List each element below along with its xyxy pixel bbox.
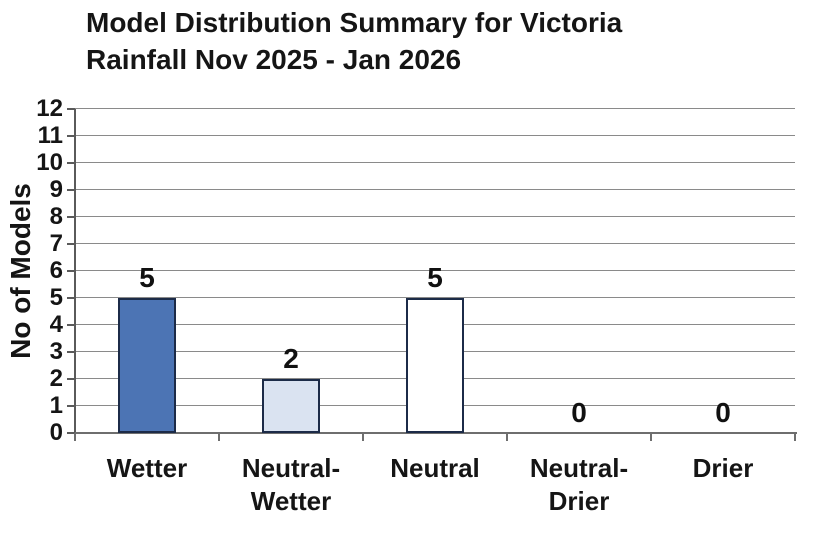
y-axis-tick-label: 12 bbox=[36, 95, 63, 122]
bar-neutral bbox=[406, 298, 464, 433]
y-axis-tick bbox=[67, 432, 75, 434]
y-axis-tick-label: 7 bbox=[49, 230, 63, 257]
y-axis-tick-label: 10 bbox=[36, 149, 63, 176]
x-axis-tick bbox=[506, 433, 508, 441]
x-axis-category-label: Neutral-Drier bbox=[529, 453, 629, 516]
y-axis-tick bbox=[67, 162, 75, 164]
gridline bbox=[75, 297, 795, 298]
data-label: 0 bbox=[715, 397, 731, 428]
data-label: 5 bbox=[139, 262, 155, 293]
y-axis-tick-label: 11 bbox=[37, 122, 63, 149]
y-axis-tick-label: 5 bbox=[49, 284, 63, 311]
y-axis-tick-label: 8 bbox=[49, 203, 63, 230]
bar-wetter bbox=[118, 298, 176, 433]
gridline bbox=[75, 162, 795, 163]
chart-title: Model Distribution Summary for Victoria … bbox=[86, 4, 622, 78]
gridline bbox=[75, 108, 795, 109]
x-axis-line bbox=[75, 432, 797, 434]
x-axis-tick bbox=[74, 433, 76, 441]
gridline bbox=[75, 270, 795, 271]
y-axis-tick-label: 4 bbox=[49, 311, 63, 338]
bar-neutral-wetter bbox=[262, 379, 320, 433]
chart-title-line1: Model Distribution Summary for Victoria bbox=[86, 7, 623, 38]
y-axis-tick-label: 3 bbox=[49, 338, 63, 365]
y-axis-tick bbox=[67, 405, 75, 407]
data-label: 0 bbox=[571, 397, 587, 428]
x-axis-category-label: Wetter bbox=[106, 453, 188, 483]
x-axis-tick bbox=[218, 433, 220, 441]
x-axis-category-label: Drier bbox=[692, 453, 754, 483]
data-label: 2 bbox=[283, 343, 299, 374]
data-label: 5 bbox=[427, 262, 443, 293]
y-axis-tick-label: 9 bbox=[49, 176, 63, 203]
x-axis-category-label: Neutral bbox=[390, 453, 480, 483]
y-axis-tick-label: 2 bbox=[49, 365, 63, 392]
x-axis-tick bbox=[794, 433, 796, 441]
chart-title-line2: Rainfall Nov 2025 - Jan 2026 bbox=[86, 44, 462, 75]
y-axis-tick bbox=[67, 297, 75, 299]
y-axis-line bbox=[74, 109, 76, 433]
gridline bbox=[75, 189, 795, 190]
x-axis-tick bbox=[362, 433, 364, 441]
y-axis-tick-label: 6 bbox=[49, 257, 63, 284]
x-axis-tick bbox=[650, 433, 652, 441]
y-axis-tick bbox=[67, 216, 75, 218]
y-axis-tick bbox=[67, 351, 75, 353]
y-axis-tick bbox=[67, 108, 75, 110]
y-axis-tick bbox=[67, 135, 75, 137]
gridline bbox=[75, 135, 795, 136]
y-axis-tick bbox=[67, 270, 75, 272]
y-axis-tick bbox=[67, 189, 75, 191]
y-axis-tick-label: 1 bbox=[49, 392, 63, 419]
y-axis-tick bbox=[67, 324, 75, 326]
y-axis-tick bbox=[67, 378, 75, 380]
y-axis-tick bbox=[67, 243, 75, 245]
y-axis-tick-label: 0 bbox=[49, 419, 63, 446]
gridline bbox=[75, 216, 795, 217]
x-axis-category-label: Neutral-Wetter bbox=[241, 453, 341, 516]
gridline bbox=[75, 243, 795, 244]
